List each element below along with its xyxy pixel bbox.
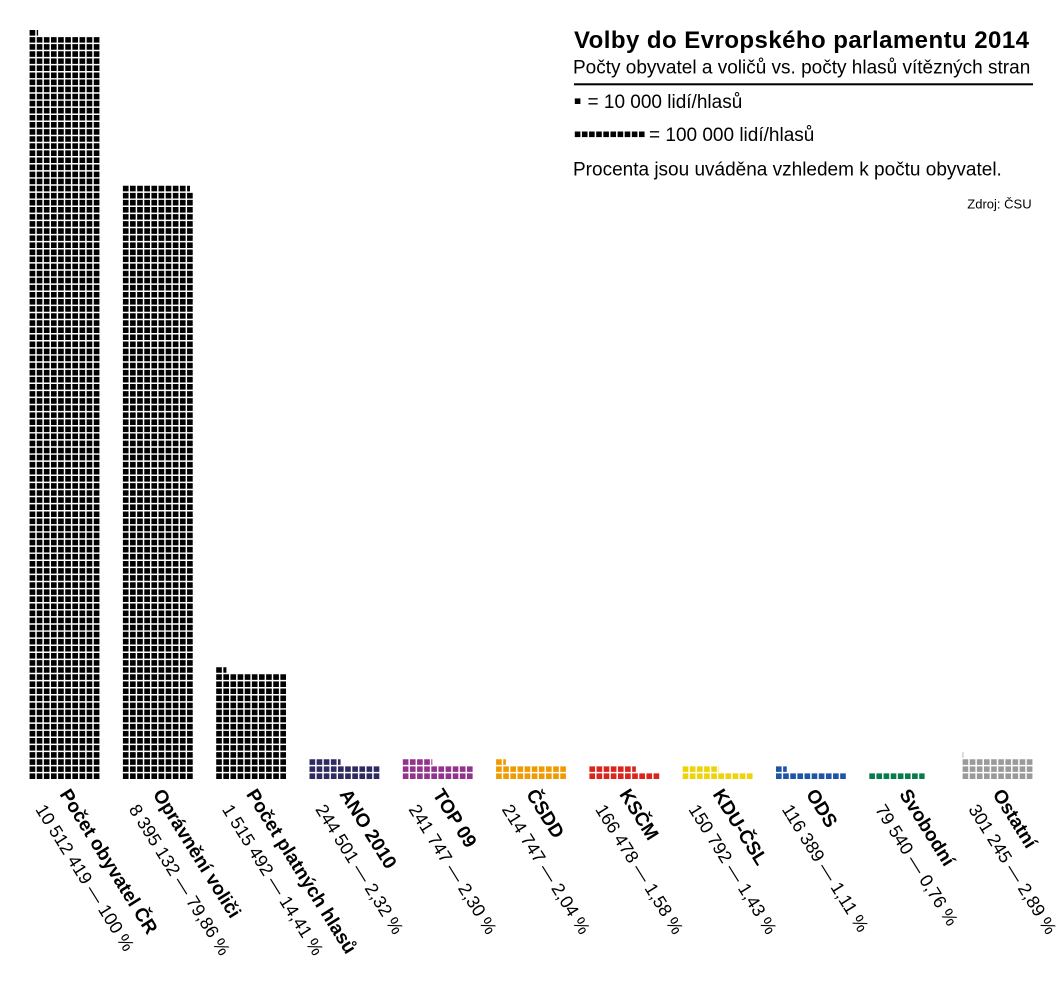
svg-text:Procenta jsou uváděna vzhledem: Procenta jsou uváděna vzhledem k počtu o… — [573, 160, 1002, 181]
svg-text:= 100 000 lidí/hlasů: = 100 000 lidí/hlasů — [649, 125, 814, 146]
svg-text:Počty obyvatel a voličů vs. po: Počty obyvatel a voličů vs. počty hlasů … — [573, 58, 1030, 79]
svg-text:Volby do Evropského parlamentu: Volby do Evropského parlamentu 2014 — [574, 27, 1030, 54]
svg-text:Zdroj: ČSU: Zdroj: ČSU — [967, 197, 1031, 212]
svg-text:= 10 000 lidí/hlasů: = 10 000 lidí/hlasů — [588, 92, 743, 113]
